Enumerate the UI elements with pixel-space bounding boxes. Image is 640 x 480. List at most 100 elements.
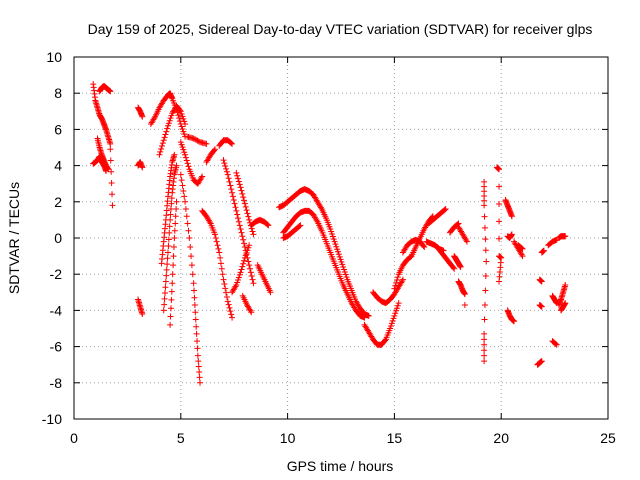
- data-point: [185, 227, 192, 234]
- data-point: [159, 143, 166, 150]
- series-arc-q: [203, 146, 218, 165]
- series-arc-f: [135, 104, 146, 120]
- data-point: [242, 252, 249, 259]
- data-point: [193, 323, 200, 330]
- data-point: [194, 338, 201, 345]
- series-arc-ax: [536, 276, 545, 285]
- data-point: [165, 242, 172, 249]
- data-point: [191, 294, 198, 301]
- data-point: [361, 314, 368, 321]
- data-point: [229, 140, 236, 147]
- data-point: [162, 284, 169, 291]
- data-point: [243, 249, 250, 256]
- data-point: [340, 266, 347, 273]
- data-point: [340, 263, 347, 270]
- data-point: [246, 216, 253, 223]
- series-arc-z: [276, 186, 372, 319]
- data-point: [241, 240, 248, 247]
- data-point: [193, 330, 200, 337]
- data-point: [553, 341, 560, 348]
- series-arc-e: [107, 146, 116, 209]
- data-point: [160, 137, 167, 144]
- data-point: [461, 301, 468, 308]
- data-point: [241, 244, 248, 251]
- data-point: [223, 289, 230, 296]
- data-point: [246, 242, 253, 249]
- y-tick-label: 10: [46, 49, 62, 65]
- data-point: [399, 278, 406, 285]
- series-arc-k: [158, 151, 178, 267]
- series-arc-ay: [536, 301, 545, 310]
- series-arc-aw: [534, 358, 545, 368]
- data-point: [219, 271, 226, 278]
- data-point: [481, 358, 488, 365]
- data-point: [234, 172, 241, 179]
- data-point: [240, 236, 247, 243]
- data-point: [172, 213, 179, 220]
- data-point: [393, 276, 400, 283]
- data-point: [177, 108, 184, 115]
- data-point: [538, 358, 545, 365]
- data-point: [190, 135, 197, 142]
- series-arc-bf: [558, 300, 569, 314]
- data-point: [399, 276, 406, 283]
- data-point: [191, 136, 198, 143]
- y-tick-label: 8: [54, 85, 62, 101]
- data-point: [247, 269, 254, 276]
- data-point: [333, 243, 340, 250]
- data-point: [194, 352, 201, 359]
- data-point: [175, 112, 182, 119]
- data-point: [297, 222, 304, 229]
- data-point: [224, 298, 231, 305]
- data-point: [167, 313, 174, 320]
- data-point: [186, 235, 193, 241]
- x-axis-label: GPS time / hours: [287, 458, 394, 474]
- data-point: [220, 276, 227, 283]
- data-point: [240, 194, 247, 201]
- data-point: [166, 223, 173, 230]
- series-arc-u: [229, 242, 253, 296]
- data-point: [481, 336, 488, 343]
- data-point: [244, 210, 251, 217]
- data-point: [464, 238, 471, 245]
- data-point: [392, 282, 399, 289]
- data-point: [161, 134, 168, 141]
- data-point: [481, 347, 488, 354]
- data-point: [162, 278, 169, 285]
- data-point: [193, 136, 200, 143]
- data-point: [190, 280, 197, 287]
- data-point: [234, 211, 241, 218]
- data-point: [238, 266, 245, 273]
- data-point: [496, 200, 503, 207]
- data-point: [238, 229, 245, 236]
- data-point: [239, 233, 246, 240]
- y-tick-label: 2: [54, 194, 62, 210]
- data-point: [206, 219, 213, 226]
- data-point: [228, 140, 235, 147]
- data-point: [222, 162, 229, 169]
- data-point: [457, 263, 464, 270]
- data-point: [191, 301, 198, 308]
- series-arc-ac: [361, 300, 402, 348]
- data-point: [161, 295, 168, 302]
- data-point: [194, 137, 201, 144]
- data-point: [239, 190, 246, 197]
- data-point: [176, 107, 183, 114]
- series-arc-d: [90, 153, 110, 175]
- axis-ticks: 0 5 10 15 20 25 -10 -8 -6 -4 -2 0 2 4 6 8 10: [42, 49, 616, 446]
- data-point: [159, 140, 166, 147]
- series-arc-aq: [493, 164, 505, 285]
- data-point: [180, 115, 187, 122]
- y-tick-label: -10: [42, 411, 62, 427]
- data-point: [181, 118, 188, 125]
- data-point: [188, 262, 195, 269]
- data-point: [167, 305, 174, 312]
- data-point: [247, 307, 254, 314]
- data-point: [139, 113, 146, 120]
- data-point: [236, 222, 243, 229]
- data-point: [216, 249, 223, 256]
- y-axis-label: SDTVAR / TECUs: [6, 182, 22, 294]
- data-point: [338, 258, 345, 265]
- data-point: [395, 300, 402, 307]
